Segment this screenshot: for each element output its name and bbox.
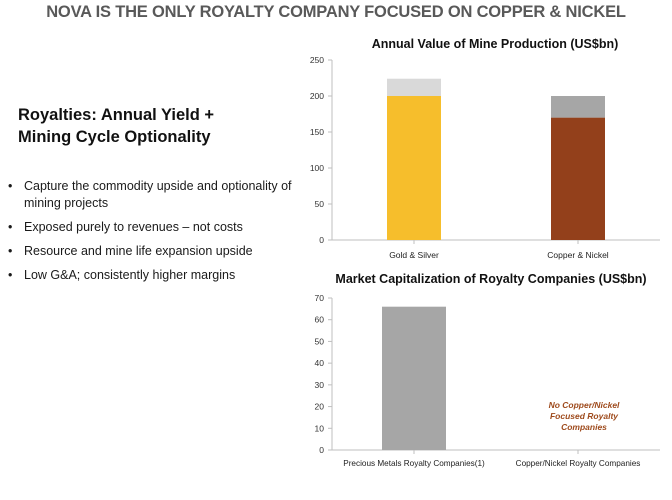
chart-2-market-capitalization: 0 10 20 30 40 50 60 70 Precious Metals Royalty C… xyxy=(315,293,660,468)
bullet-icon: • xyxy=(8,244,13,258)
bar xyxy=(382,306,446,450)
bar-segment-base xyxy=(387,96,441,240)
bullet-item: • Resource and mine life expansion upsid… xyxy=(8,243,298,260)
bullet-text: Exposed purely to revenues – not costs xyxy=(24,220,243,234)
y-tick-label: 100 xyxy=(310,163,324,173)
slide-title: NOVA IS THE ONLY ROYALTY COMPANY FOCUSED… xyxy=(46,3,626,21)
x-tick-label: Copper/Nickel Royalty Companies xyxy=(516,459,641,468)
chart-1-annual-mine-production: 0 50 100 150 200 250 Gold & Silver Copper & Nic… xyxy=(310,55,660,260)
y-tick-label: 200 xyxy=(310,91,324,101)
slide-header: NOVA IS THE ONLY ROYALTY COMPANY FOCUSED… xyxy=(0,0,672,24)
bullet-icon: • xyxy=(8,268,13,282)
y-tick-label: 30 xyxy=(315,380,325,390)
x-tick-label: Precious Metals Royalty Companies(1) xyxy=(343,459,485,468)
y-tick-label: 40 xyxy=(315,358,325,368)
y-tick-label: 70 xyxy=(315,293,325,303)
bullet-icon: • xyxy=(8,220,13,234)
x-tick-label: Gold & Silver xyxy=(389,250,439,260)
y-tick-label: 20 xyxy=(315,402,325,412)
left-panel: Royalties: Annual Yield + Mining Cycle O… xyxy=(8,104,298,291)
bullet-icon: • xyxy=(8,179,13,193)
section-subtitle: Royalties: Annual Yield + Mining Cycle O… xyxy=(18,104,298,148)
bar-segment-top xyxy=(551,96,605,118)
y-tick-label: 0 xyxy=(319,235,324,245)
bar-segment-base xyxy=(551,117,605,240)
y-tick-label: 60 xyxy=(315,315,325,325)
bullet-list: • Capture the commodity upside and optio… xyxy=(8,178,298,284)
y-tick-label: 10 xyxy=(315,423,325,433)
y-tick-label: 250 xyxy=(310,55,324,65)
bar-segment-top xyxy=(387,78,441,96)
x-tick-label: Copper & Nickel xyxy=(547,250,609,260)
chart-annotation: No Copper/Nickel Focused Royalty Companies xyxy=(549,400,620,432)
subtitle-line-2: Mining Cycle Optionality xyxy=(18,128,211,146)
subtitle-line-1: Royalties: Annual Yield + xyxy=(18,106,215,124)
bullet-item: • Low G&A; consistently higher margins xyxy=(8,267,298,284)
bullet-text: Resource and mine life expansion upside xyxy=(24,244,253,258)
y-tick-label: 0 xyxy=(319,445,324,455)
bullet-text: Low G&A; consistently higher margins xyxy=(24,268,236,282)
chart-1-title: Annual Value of Mine Production (US$bn) xyxy=(371,37,619,51)
y-tick-label: 150 xyxy=(310,127,324,137)
chart-2-title: Market Capitalization of Royalty Compani… xyxy=(335,272,647,286)
bullet-text: Capture the commodity upside and optiona… xyxy=(24,179,292,210)
bullet-item: • Exposed purely to revenues – not costs xyxy=(8,219,298,236)
y-tick-label: 50 xyxy=(315,336,325,346)
bullet-item: • Capture the commodity upside and optio… xyxy=(8,178,298,212)
y-tick-label: 50 xyxy=(315,199,325,209)
